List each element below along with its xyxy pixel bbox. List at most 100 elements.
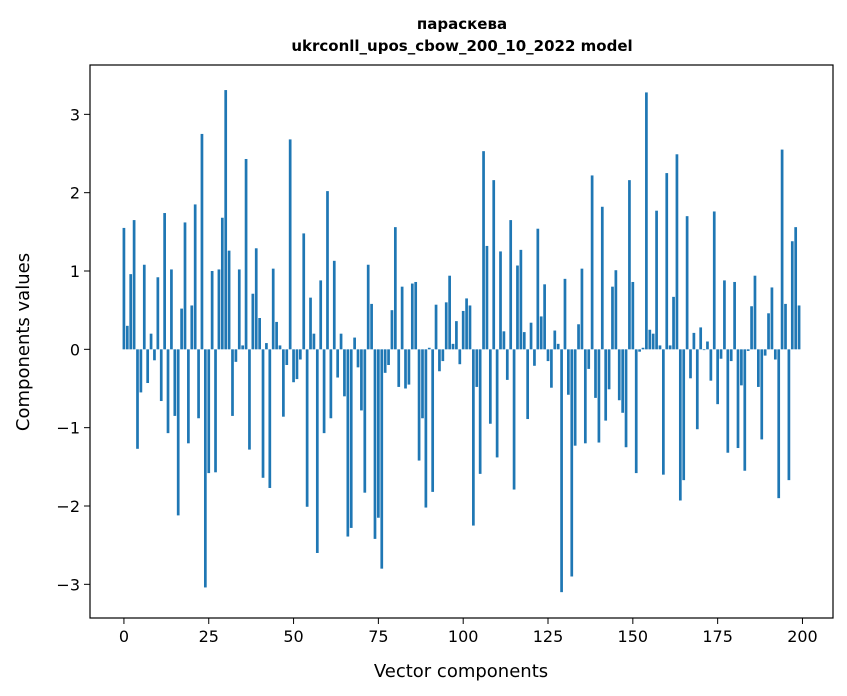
bars-group bbox=[122, 90, 801, 593]
bar bbox=[475, 349, 479, 387]
bar bbox=[193, 204, 197, 350]
bar bbox=[723, 280, 726, 350]
bar bbox=[326, 191, 329, 350]
bar bbox=[349, 349, 353, 528]
bar bbox=[522, 332, 526, 350]
x-tick-label: 25 bbox=[199, 627, 219, 646]
bar bbox=[231, 349, 234, 416]
bar bbox=[461, 310, 465, 350]
bar bbox=[611, 286, 614, 350]
bar bbox=[668, 345, 672, 350]
bar bbox=[478, 349, 482, 474]
bar bbox=[519, 249, 523, 350]
bar bbox=[472, 349, 475, 526]
bar bbox=[706, 341, 709, 350]
x-tick-label: 75 bbox=[368, 627, 388, 646]
x-tick-label: 0 bbox=[119, 627, 129, 646]
y-axis-label: Components values bbox=[13, 253, 34, 431]
bar bbox=[784, 303, 787, 350]
bar bbox=[282, 349, 285, 417]
bar bbox=[763, 349, 767, 356]
bar bbox=[380, 349, 384, 569]
bar bbox=[573, 349, 577, 446]
bar bbox=[400, 286, 404, 350]
bar bbox=[753, 275, 757, 350]
bar bbox=[159, 349, 163, 402]
bar bbox=[600, 206, 604, 350]
bar bbox=[757, 349, 760, 387]
bar bbox=[302, 233, 306, 350]
bar bbox=[210, 271, 214, 350]
bar bbox=[675, 154, 679, 350]
chart-title: параскева bbox=[417, 15, 507, 33]
bar bbox=[410, 283, 414, 350]
bar bbox=[645, 92, 648, 350]
bar bbox=[451, 343, 455, 350]
bar bbox=[268, 349, 272, 488]
bar bbox=[312, 333, 316, 350]
bar bbox=[434, 304, 438, 350]
bar bbox=[546, 349, 550, 362]
bar bbox=[163, 213, 166, 350]
bar bbox=[421, 349, 424, 419]
bar bbox=[740, 349, 743, 386]
bar bbox=[258, 318, 261, 350]
bar bbox=[614, 270, 618, 350]
bar bbox=[149, 333, 153, 350]
y-tick-label: 2 bbox=[70, 184, 80, 203]
bar bbox=[590, 175, 594, 350]
bar bbox=[139, 349, 143, 393]
bar bbox=[570, 349, 574, 577]
bar bbox=[309, 297, 312, 350]
bar bbox=[373, 349, 377, 539]
bar bbox=[265, 343, 268, 350]
bar bbox=[298, 349, 302, 360]
bar bbox=[550, 349, 553, 388]
bar bbox=[336, 349, 340, 378]
bar bbox=[251, 293, 255, 350]
bar bbox=[417, 349, 421, 461]
y-tick-label: −3 bbox=[56, 575, 80, 594]
bar bbox=[397, 349, 401, 387]
bar bbox=[543, 284, 546, 350]
bar bbox=[505, 349, 509, 380]
bar bbox=[427, 347, 431, 350]
bar bbox=[197, 349, 200, 419]
bar bbox=[665, 173, 669, 350]
bar bbox=[455, 321, 458, 350]
bar bbox=[237, 269, 241, 350]
bar bbox=[678, 349, 682, 501]
bar bbox=[641, 347, 645, 350]
bar bbox=[631, 281, 635, 350]
bar bbox=[441, 349, 445, 362]
bar bbox=[122, 227, 126, 350]
bar bbox=[241, 345, 245, 350]
bar bbox=[702, 349, 706, 351]
bar bbox=[716, 349, 719, 405]
bar bbox=[465, 298, 468, 350]
bar bbox=[227, 250, 231, 350]
bar bbox=[142, 264, 146, 350]
bar bbox=[516, 265, 519, 350]
x-tick-label: 150 bbox=[618, 627, 649, 646]
bar bbox=[288, 139, 292, 350]
bar bbox=[444, 302, 448, 350]
bar bbox=[604, 349, 608, 421]
bar bbox=[587, 349, 591, 369]
bar bbox=[580, 268, 584, 350]
bar bbox=[692, 332, 696, 350]
bar bbox=[404, 349, 407, 389]
bar bbox=[526, 349, 530, 420]
bar bbox=[790, 241, 794, 350]
y-tick-label: −1 bbox=[56, 419, 80, 438]
bar bbox=[146, 349, 150, 384]
bar bbox=[726, 349, 730, 453]
x-tick-label: 200 bbox=[787, 627, 818, 646]
chart-subtitle: ukrconll_upos_cbow_200_10_2022 model bbox=[291, 37, 632, 55]
bar bbox=[577, 324, 580, 350]
bar bbox=[502, 331, 506, 350]
bar bbox=[339, 333, 343, 350]
bar bbox=[773, 349, 777, 360]
bar bbox=[695, 349, 699, 430]
bar bbox=[458, 349, 462, 365]
